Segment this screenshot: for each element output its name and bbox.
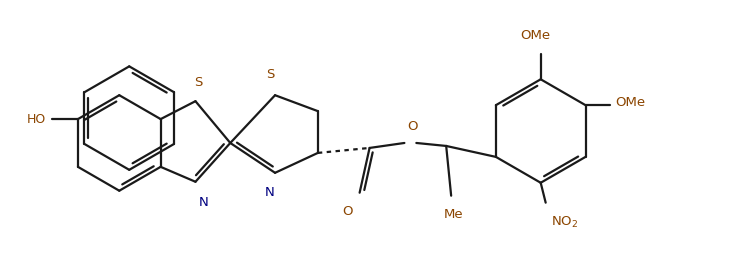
Text: S: S xyxy=(266,68,274,81)
Text: OMe: OMe xyxy=(615,96,645,109)
Text: N: N xyxy=(265,186,275,199)
Text: O: O xyxy=(342,205,353,218)
Text: O: O xyxy=(408,120,418,133)
Text: S: S xyxy=(194,76,202,89)
Text: OMe: OMe xyxy=(521,29,551,43)
Text: HO: HO xyxy=(27,112,46,126)
Text: N: N xyxy=(199,196,208,209)
Text: Me: Me xyxy=(443,208,463,221)
Text: NO$_2$: NO$_2$ xyxy=(551,215,578,230)
